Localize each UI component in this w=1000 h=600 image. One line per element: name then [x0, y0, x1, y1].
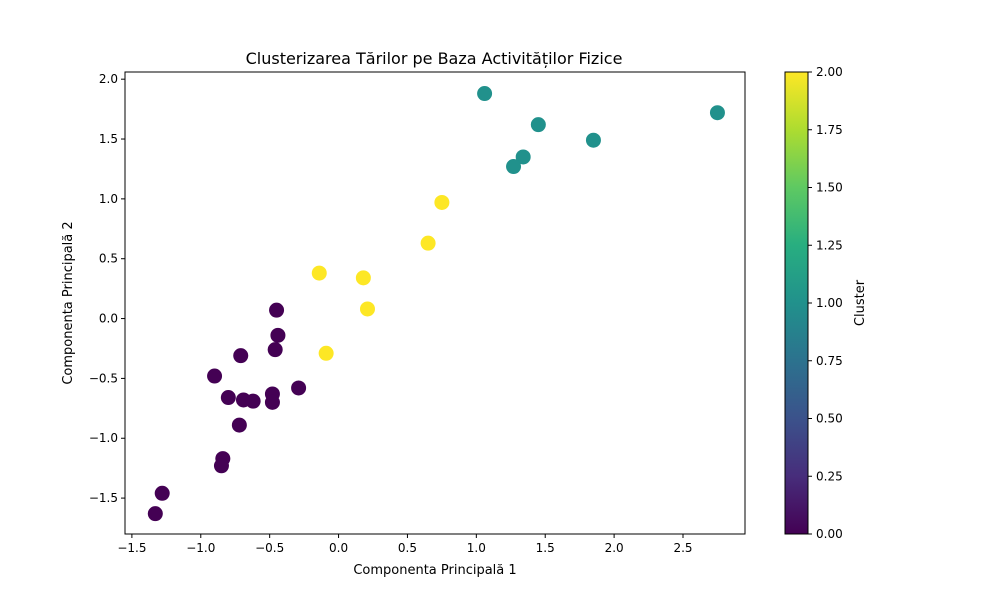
x-tick-label: 2.5 [673, 541, 692, 555]
x-tick-label: 2.0 [605, 541, 624, 555]
data-point-cluster-0 [213, 458, 229, 474]
data-point-cluster-2 [420, 235, 436, 251]
colorbar [784, 71, 809, 535]
data-point-cluster-0 [270, 327, 286, 343]
colorbar-tick-label: 0.25 [816, 469, 843, 483]
data-point-cluster-0 [207, 368, 223, 384]
data-point-cluster-1 [515, 149, 531, 165]
data-point-cluster-0 [267, 342, 283, 358]
x-tick-label: −0.5 [255, 541, 284, 555]
data-point-cluster-0 [269, 302, 285, 318]
data-point-cluster-0 [231, 417, 247, 433]
chart-title: Clusterizarea Tărilor pe Baza Activități… [246, 49, 623, 68]
data-point-cluster-0 [264, 394, 280, 410]
colorbar-tick-label: 1.50 [816, 181, 843, 195]
data-point-cluster-1 [709, 105, 725, 121]
data-point-cluster-1 [585, 132, 601, 148]
x-tick-label: 1.0 [467, 541, 486, 555]
y-tick-label: 0.0 [99, 312, 118, 326]
plot-area [147, 86, 725, 522]
data-point-cluster-2 [318, 345, 334, 361]
y-tick-label: −1.5 [89, 491, 118, 505]
x-tick-label: 0.5 [398, 541, 417, 555]
y-tick-label: 2.0 [99, 72, 118, 86]
data-point-cluster-0 [291, 380, 307, 396]
data-point-cluster-1 [530, 117, 546, 133]
x-tick-label: 1.5 [536, 541, 555, 555]
data-point-cluster-0 [220, 390, 236, 406]
y-tick-label: −1.0 [89, 431, 118, 445]
y-tick-label: 1.0 [99, 192, 118, 206]
data-point-cluster-2 [359, 301, 375, 317]
colorbar-tick-label: 0.50 [816, 412, 843, 426]
colorbar-tick-label: 2.00 [816, 65, 843, 79]
x-tick-label: −1.5 [117, 541, 146, 555]
data-point-cluster-0 [233, 348, 249, 364]
data-point-cluster-2 [355, 270, 371, 286]
data-point-cluster-1 [477, 86, 493, 102]
plot-frame [124, 71, 746, 535]
y-tick-label: 1.5 [99, 132, 118, 146]
colorbar-label: Cluster [853, 279, 868, 326]
data-point-cluster-2 [311, 265, 327, 281]
y-axis-label: Componenta Principală 2 [61, 221, 76, 384]
colorbar-tick-label: 1.75 [816, 123, 843, 137]
colorbar-tick-label: 0.00 [816, 527, 843, 541]
colorbar-tick-label: 1.00 [816, 296, 843, 310]
data-point-cluster-1 [506, 159, 522, 175]
colorbar-tick-label: 0.75 [816, 354, 843, 368]
y-tick-label: 0.5 [99, 252, 118, 266]
data-point-cluster-2 [434, 194, 450, 210]
colorbar-axis: 0.00 0.25 0.50 0.75 1.00 1.25 1.50 1.75 2.00 [808, 65, 843, 541]
x-axis: −1.5 −1.0 −0.5 0.0 0.5 1.0 1.5 2.0 2.5 [117, 534, 693, 555]
x-tick-label: −1.0 [186, 541, 215, 555]
y-tick-label: −0.5 [89, 371, 118, 385]
data-point-cluster-0 [245, 393, 261, 409]
colorbar-tick-label: 1.25 [816, 238, 843, 252]
data-point-cluster-0 [147, 506, 163, 522]
y-axis: −1.5 −1.0 −0.5 0.0 0.5 1.0 1.5 2.0 [89, 72, 125, 505]
x-axis-label: Componenta Principală 1 [353, 563, 516, 578]
x-tick-label: 0.0 [329, 541, 348, 555]
data-point-cluster-0 [154, 485, 170, 501]
